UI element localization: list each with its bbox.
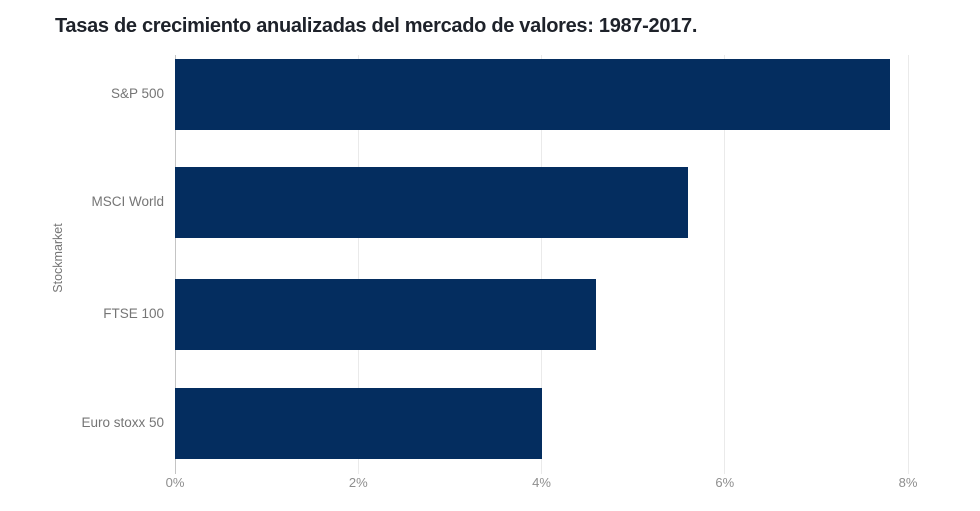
y-axis-title: Stockmarket [51,223,65,293]
category-label-msci-world: MSCI World [91,193,164,209]
bar-s-p-500 [175,59,890,130]
bar-ftse-100 [175,279,597,350]
gridline-4 [541,55,542,474]
gridline-0 [174,55,176,474]
category-label-ftse-100: FTSE 100 [103,305,164,321]
plot-area [174,55,909,474]
x-tick-label-6: 6% [715,475,735,490]
x-tick-label-2: 2% [348,475,368,490]
bar-msci-world [175,167,689,238]
x-tick-label-0: 0% [165,475,185,490]
gridline-8 [907,55,909,474]
gridline-2 [357,55,359,474]
x-tick-label-4: 4% [532,475,551,490]
bar-euro-stoxx-50 [175,388,542,459]
chart-title: Tasas de crecimiento anualizadas del mer… [55,15,698,37]
category-label-euro-stoxx-50: Euro stoxx 50 [81,414,164,430]
x-tick-label-8: 8% [898,475,918,490]
gridline-6 [724,55,726,474]
category-label-s-p-500: S&P 500 [110,85,164,101]
